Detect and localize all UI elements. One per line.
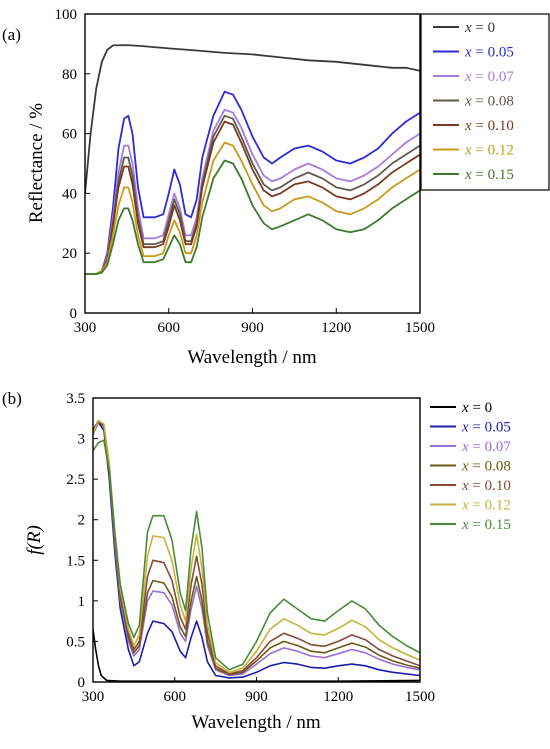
series-line-3 xyxy=(93,419,420,676)
legend-label-2: x = 0.07 xyxy=(461,439,511,455)
y-tick-label: 80 xyxy=(62,67,77,83)
x-tick-label: 300 xyxy=(82,689,105,705)
series-line-1 xyxy=(85,90,420,275)
x-tick-label: 600 xyxy=(164,689,187,705)
y-tick-label: 0.5 xyxy=(66,634,85,650)
panel-b: (b) 300 600 900 1200 1500 0 0.5 1 1.5 2 2.5 3 3.5 Wa… xyxy=(2,389,511,733)
series-line-2 xyxy=(93,419,420,677)
y-tick-label: 0 xyxy=(70,306,78,322)
series-line-4 xyxy=(85,120,420,275)
legend-label-0: x = 0 xyxy=(464,20,495,36)
y-tick-label: 1.5 xyxy=(66,553,85,569)
panel-a-xlabel: Wavelength / nm xyxy=(187,347,317,368)
legend-label-5: x = 0.12 xyxy=(464,143,514,159)
series-line-5 xyxy=(93,419,420,674)
y-tick-label: 40 xyxy=(62,186,77,202)
y-tick-label: 2.5 xyxy=(66,472,85,488)
x-tick-label: 900 xyxy=(245,689,268,705)
panel-a-ticks: 300 600 900 1200 1500 0 20 40 60 80 100 xyxy=(55,7,436,336)
legend-label-2: x = 0.07 xyxy=(464,69,514,85)
legend-label-4: x = 0.10 xyxy=(461,478,511,494)
x-tick-label: 600 xyxy=(158,320,181,336)
series-line-5 xyxy=(85,141,420,275)
panel-b-xlabel: Wavelength / nm xyxy=(191,712,321,733)
y-tick-label: 0 xyxy=(78,675,86,691)
panel-a-ylabel: Reflectance / % xyxy=(26,103,47,223)
series-line-6 xyxy=(85,159,420,275)
series-line-0 xyxy=(85,44,420,194)
series-line-1 xyxy=(93,421,420,679)
panel-b-series xyxy=(93,419,420,682)
x-tick-label: 1500 xyxy=(405,320,435,336)
panel-b-ticks: 300 600 900 1200 1500 0 0.5 1 1.5 2 2.5 3 3.5 xyxy=(66,391,435,705)
series-line-0 xyxy=(93,629,420,682)
x-tick-label: 1500 xyxy=(405,689,435,705)
panel-a-frame xyxy=(84,13,421,314)
y-tick-label: 20 xyxy=(62,246,77,262)
panel-a-label: (a) xyxy=(2,25,21,44)
legend-label-0: x = 0 xyxy=(461,400,492,416)
x-tick-label: 1200 xyxy=(321,320,351,336)
legend-label-4: x = 0.10 xyxy=(464,118,514,134)
legend-label-5: x = 0.12 xyxy=(461,498,511,514)
x-tick-label: 900 xyxy=(241,320,264,336)
y-tick-label: 3.5 xyxy=(66,391,85,407)
legend-label-6: x = 0.15 xyxy=(464,167,514,183)
series-line-3 xyxy=(85,114,420,275)
panel-b-frame xyxy=(92,397,421,683)
y-tick-label: 60 xyxy=(62,127,77,143)
legend-label-3: x = 0.08 xyxy=(461,459,511,475)
y-tick-label: 1 xyxy=(78,594,86,610)
legend-label-1: x = 0.05 xyxy=(461,420,511,436)
x-tick-label: 300 xyxy=(74,320,97,336)
panel-a-series xyxy=(85,44,420,275)
legend-label-3: x = 0.08 xyxy=(464,94,514,110)
series-line-6 xyxy=(93,439,420,671)
panel-a-legend: x = 0 x = 0.05 x = 0.07 x = 0.08 x = 0.10 x =… xyxy=(420,13,550,191)
x-tick-label: 1200 xyxy=(323,689,353,705)
panel-b-label: (b) xyxy=(2,389,22,408)
panel-b-legend: x = 0 x = 0.05 x = 0.07 x = 0.08 x = 0.10 x =… xyxy=(430,400,511,533)
legend-label-6: x = 0.15 xyxy=(461,517,511,533)
panel-b-ylabel: f(R) xyxy=(24,525,45,555)
panel-a: (a) 300 600 900 1200 1500 0 20 40 60 80 100 Wavele… xyxy=(2,7,550,368)
y-tick-label: 3 xyxy=(78,432,86,448)
panel-a-legend-box xyxy=(420,13,550,191)
y-tick-label: 2 xyxy=(78,513,86,529)
y-tick-label: 100 xyxy=(55,7,78,23)
legend-label-1: x = 0.05 xyxy=(464,45,514,61)
